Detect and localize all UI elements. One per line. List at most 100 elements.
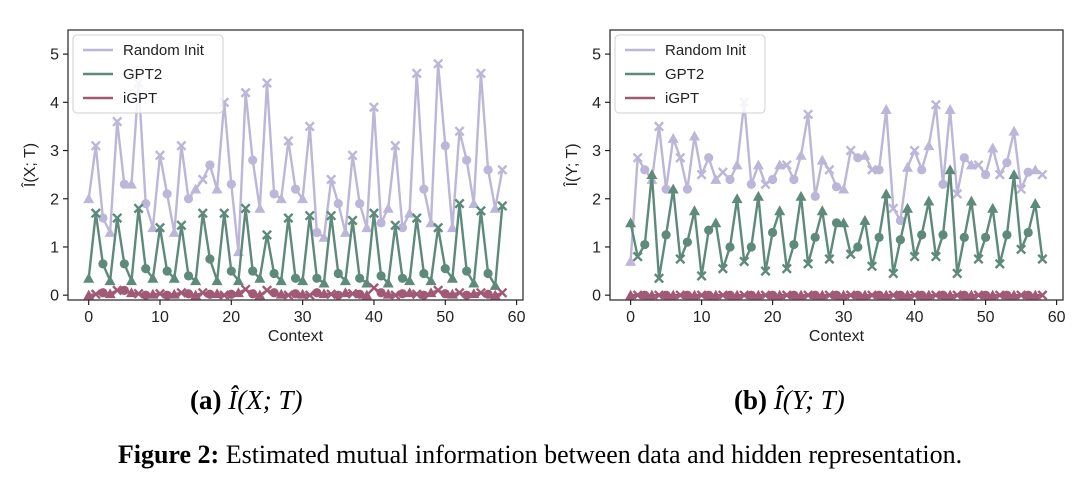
data-point [297,275,309,286]
data-point [347,215,358,226]
legend-entry: iGPT [123,90,157,107]
x-tick-label: 30 [835,309,853,326]
data-point [803,109,814,120]
data-point [290,184,301,194]
data-point [297,288,309,299]
data-point [767,227,778,238]
data-point [944,164,956,175]
data-point [888,290,899,301]
data-point [283,135,294,146]
data-point [261,77,273,89]
subfigure-a-label: (a) Î(X; T) [190,385,302,416]
data-point [696,290,707,301]
data-point [104,227,116,237]
data-point [640,290,650,300]
series-random-init [83,58,508,257]
figure-caption: Figure 2: Estimated mutual information b… [0,440,1080,470]
data-point [133,203,144,214]
data-point [795,190,807,201]
data-point [1037,253,1048,265]
data-point [183,289,194,299]
data-point [866,290,878,301]
data-point [248,289,258,299]
x-tick-label: 60 [508,309,526,326]
data-point [312,288,322,298]
data-point [653,290,665,301]
x-tick-label: 60 [1048,309,1066,326]
data-point [446,222,458,233]
data-point [731,159,743,170]
legend-entry: GPT2 [665,66,704,83]
data-point [845,145,856,156]
data-point [475,68,486,79]
data-point [710,173,722,184]
data-point [433,222,444,233]
data-point [376,288,386,298]
data-point [497,287,508,298]
data-point [176,220,187,231]
data-point [789,239,799,250]
data-point [973,253,984,265]
x-tick-label: 30 [294,309,312,326]
data-point [682,237,692,247]
data-point [154,150,166,161]
data-point [397,223,408,233]
x-tick-label: 10 [693,309,711,326]
data-point [824,290,835,301]
data-point [923,289,935,300]
data-point [240,203,251,214]
data-point [462,266,472,276]
data-point [717,167,728,178]
data-point [411,212,422,224]
data-point [938,179,948,189]
data-point [83,193,95,204]
data-point [162,189,172,199]
data-point [1029,289,1041,300]
caption-text: Estimated mutual information between dat… [225,440,963,469]
data-point [419,268,429,279]
data-point [717,290,728,301]
data-point [824,253,835,265]
data-point [211,275,223,286]
x-tick-label: 20 [222,309,240,326]
data-point [965,159,977,170]
data-point [333,268,343,279]
y-tick-label: 0 [592,288,601,305]
data-point [141,264,151,274]
data-point [952,268,963,279]
subfigure-b-label: (b) Î(Y; T) [734,385,845,416]
data-point [880,104,892,114]
data-point [816,289,828,300]
x-axis-label: Context [268,328,324,345]
data-point [90,140,101,151]
data-point [888,203,899,214]
plot-frame [609,29,1064,301]
data-point [845,249,856,260]
x-tick-label: 50 [977,309,995,326]
data-point [739,290,750,301]
data-point [419,184,429,194]
data-point [973,159,984,171]
data-point [312,273,322,283]
data-point [376,218,386,228]
data-point [625,289,637,300]
data-point [290,289,301,299]
data-point [874,232,884,242]
data-point [168,227,180,237]
data-point [731,193,743,204]
chart-panel-a: 0 10 20 30 40 50 60 0 1 2 3 4 5 Context Î(X; T) Random … [20,29,526,345]
data-point [83,272,95,283]
data-point [269,288,279,298]
chart-panel-b: 0 10 20 30 40 50 60 0 1 2 3 4 5 Context Î(Y; T) Random … [562,29,1066,345]
data-point [994,169,1005,180]
data-point [390,220,401,231]
data-point [917,290,927,300]
data-point [752,190,764,201]
data-point [104,275,116,286]
data-point [859,149,871,160]
data-point [433,58,444,69]
x-tick-label: 0 [626,309,635,326]
data-point [859,289,871,300]
data-point [981,170,991,180]
data-point [1037,169,1048,180]
